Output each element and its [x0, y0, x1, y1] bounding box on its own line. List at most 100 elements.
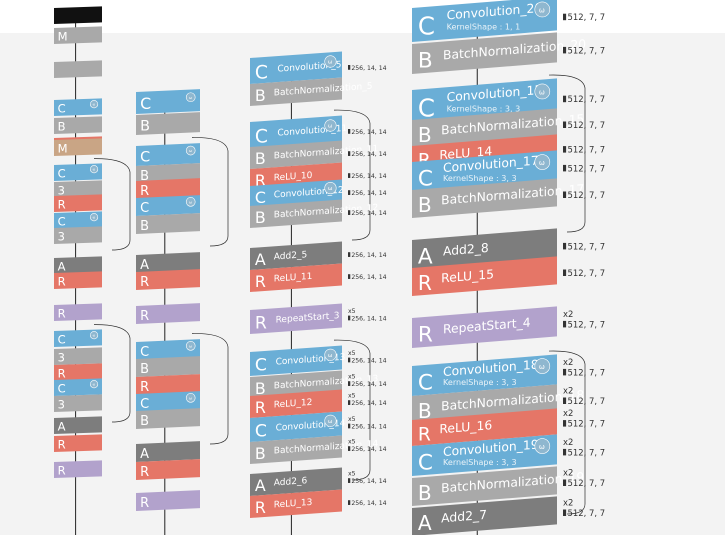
node-b-1[interactable]: B: [136, 112, 200, 135]
node-body: [136, 356, 200, 377]
node-r-9[interactable]: R: [54, 194, 102, 212]
node-relu-15[interactable]: R ReLU_15 512, 7, 7: [412, 256, 605, 296]
weight-icon-glyph: ω: [539, 5, 545, 14]
node-a-20[interactable]: A: [54, 416, 102, 434]
weight-icon: [90, 100, 99, 109]
node-r-13[interactable]: R: [54, 271, 102, 289]
node-r-12[interactable]: R: [136, 374, 200, 395]
node-m-1[interactable]: M: [54, 26, 102, 44]
node-b-11[interactable]: B: [136, 356, 200, 377]
node-r-17[interactable]: R: [54, 363, 102, 381]
node-a-7[interactable]: A: [136, 252, 200, 273]
node-input-0[interactable]: [54, 6, 102, 25]
group-frame: [548, 350, 586, 515]
node-r-21[interactable]: R: [54, 434, 102, 452]
node-a-12[interactable]: A: [54, 256, 102, 274]
node-b-14[interactable]: B: [136, 408, 200, 429]
node-letter: R: [418, 322, 433, 347]
node-rs-14[interactable]: R: [54, 303, 102, 321]
node-letter: B: [140, 169, 149, 184]
output-marker-icon: [348, 423, 351, 429]
node-letter: C: [140, 150, 150, 166]
node-b-4[interactable]: B: [54, 116, 102, 134]
node-name: ReLU_12: [274, 398, 313, 411]
output-shape: 512, 7, 7: [568, 45, 606, 55]
output-shape: 256, 14, 14: [351, 190, 386, 197]
node-letter: B: [418, 481, 432, 505]
node-letter: B: [140, 219, 149, 234]
node-relu-16[interactable]: R ReLU_16 512, 7, 7x2: [412, 408, 605, 446]
node-body: [54, 394, 102, 412]
node-body: [136, 339, 200, 360]
group-frame: [93, 324, 131, 423]
node-letter: R: [58, 437, 66, 451]
node-b-19[interactable]: 3: [54, 394, 102, 412]
node-r-4[interactable]: R: [136, 178, 200, 199]
node-b-6[interactable]: B: [136, 213, 200, 234]
node-letter: B: [418, 399, 432, 423]
node-body: [54, 194, 102, 212]
node-kernel-shape: KernelShape : 3, 3: [443, 174, 517, 183]
node-r-8[interactable]: R: [136, 269, 200, 290]
node-add2-7[interactable]: A Add2_7 512, 7, 7x2: [412, 496, 605, 535]
group-frame: [333, 339, 371, 481]
node-relu-13[interactable]: R ReLU_13 256, 14, 14: [250, 489, 387, 518]
node-mp-6[interactable]: M: [54, 138, 102, 156]
node-letter: A: [418, 511, 432, 535]
node-body: [54, 271, 102, 289]
output-marker-icon: [563, 479, 567, 486]
node-a-15[interactable]: A: [136, 441, 200, 462]
node-letter: B: [255, 208, 266, 227]
node-r-16[interactable]: R: [136, 459, 200, 480]
node-relu-11[interactable]: R ReLU_11 256, 14, 14: [250, 263, 387, 292]
node-bn-2[interactable]: [54, 60, 102, 78]
output-marker-icon: [348, 252, 351, 257]
node-letter: C: [140, 397, 149, 412]
column-1: MCωBRMCω3RCω3ARRCω3RCω3ARR: [54, 6, 131, 535]
node-b-8[interactable]: 3: [54, 180, 102, 198]
node-letter: R: [255, 314, 267, 334]
node-add2-5[interactable]: A Add2_5 256, 14, 14: [250, 241, 387, 270]
output-marker-icon: [563, 269, 567, 276]
node-rs-9[interactable]: R: [136, 303, 200, 324]
node-letter: R: [58, 306, 66, 320]
node-b-11[interactable]: 3: [54, 226, 102, 244]
node-b-3[interactable]: B: [136, 163, 200, 184]
output-shape: 512, 7, 7: [568, 12, 606, 22]
weight-icon: [534, 438, 551, 454]
node-letter: B: [140, 414, 149, 429]
node-b-16[interactable]: 3: [54, 347, 102, 365]
node-repeatstart-4[interactable]: R RepeatStart_4 512, 7, 7x2: [412, 306, 605, 348]
node-body: [136, 269, 200, 290]
node-name: RepeatStart_3: [276, 311, 340, 325]
node-rs-22[interactable]: R: [54, 460, 102, 478]
background-band: [0, 33, 725, 535]
node-rs-17[interactable]: R: [136, 490, 200, 511]
